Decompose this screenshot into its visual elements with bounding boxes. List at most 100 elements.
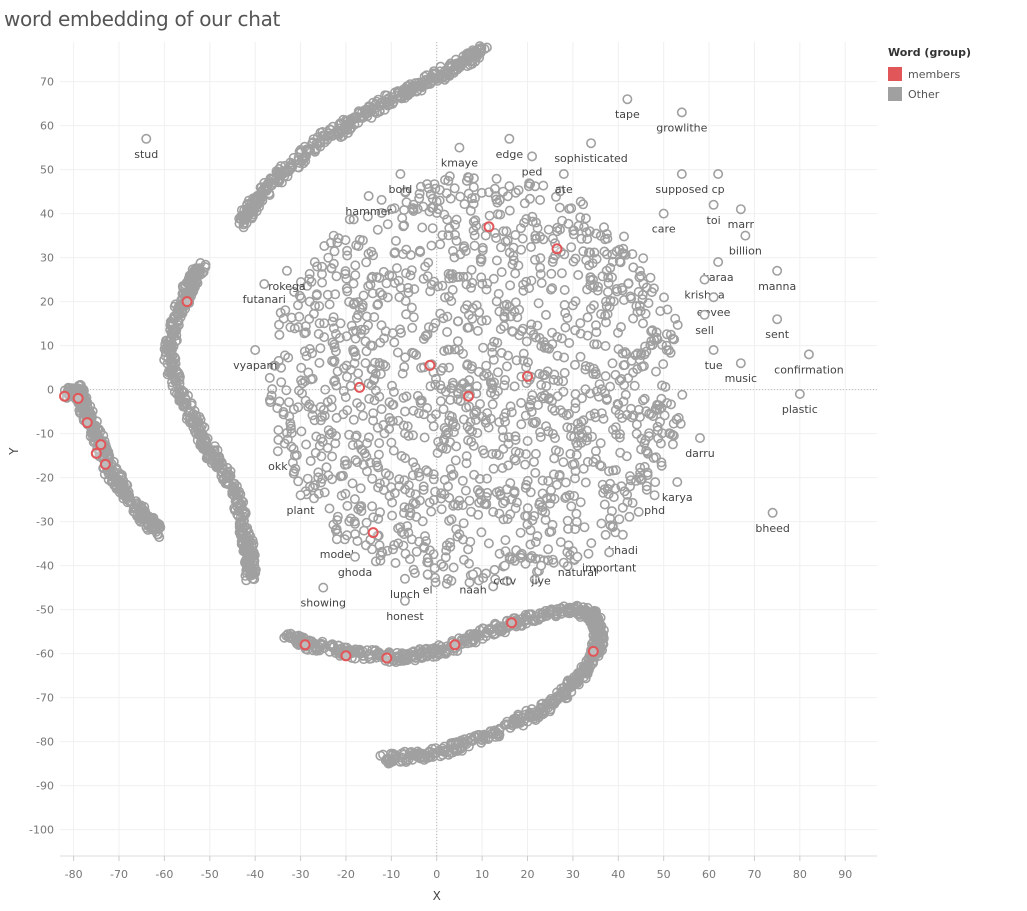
member-point[interactable] xyxy=(424,359,436,371)
member-point[interactable] xyxy=(367,527,379,539)
labeled-point[interactable] xyxy=(694,432,705,443)
other-point xyxy=(357,445,368,456)
labeled-point[interactable] xyxy=(536,560,547,571)
labeled-point[interactable] xyxy=(586,138,597,149)
other-point xyxy=(428,494,439,505)
member-point[interactable] xyxy=(95,439,107,451)
other-point xyxy=(493,288,504,299)
labeled-point[interactable] xyxy=(259,278,270,289)
other-point xyxy=(577,667,588,678)
labeled-point[interactable] xyxy=(454,142,465,153)
member-point[interactable] xyxy=(587,645,599,657)
other-point xyxy=(543,555,554,566)
labeled-point[interactable] xyxy=(318,582,329,593)
labeled-point[interactable] xyxy=(708,199,719,210)
other-point xyxy=(402,421,413,432)
labeled-point[interactable] xyxy=(558,169,569,180)
labeled-point[interactable] xyxy=(504,133,515,144)
other-point xyxy=(307,373,318,384)
other-point xyxy=(348,278,359,289)
labeled-point[interactable] xyxy=(676,107,687,118)
member-point[interactable] xyxy=(72,392,84,404)
labeled-point[interactable] xyxy=(468,569,479,580)
labeled-point[interactable] xyxy=(772,265,783,276)
labeled-point[interactable] xyxy=(141,133,152,144)
labeled-point[interactable] xyxy=(281,265,292,276)
other-point xyxy=(342,121,353,132)
labeled-point[interactable] xyxy=(713,256,724,267)
other-point xyxy=(603,489,614,500)
member-point[interactable] xyxy=(551,243,563,255)
labeled-point[interactable] xyxy=(399,595,410,606)
member-point[interactable] xyxy=(449,639,461,651)
member-point[interactable] xyxy=(81,417,93,429)
other-point xyxy=(324,503,335,514)
labeled-point[interactable] xyxy=(399,573,410,584)
labeled-point[interactable] xyxy=(527,151,538,162)
member-point[interactable] xyxy=(483,221,495,233)
word-label: tue xyxy=(705,359,723,372)
other-point xyxy=(520,449,531,460)
other-point xyxy=(543,426,554,437)
member-point[interactable] xyxy=(463,390,474,402)
labeled-point[interactable] xyxy=(422,569,433,580)
labeled-point[interactable] xyxy=(708,344,719,355)
labeled-point[interactable] xyxy=(331,534,342,545)
labeled-point[interactable] xyxy=(250,344,261,355)
member-point[interactable] xyxy=(99,458,111,470)
labeled-point[interactable] xyxy=(499,560,510,571)
other-point xyxy=(556,268,567,279)
other-point xyxy=(269,360,280,371)
labeled-point[interactable] xyxy=(622,94,633,105)
labeled-point[interactable] xyxy=(713,169,724,180)
labeled-point[interactable] xyxy=(395,169,406,180)
member-point[interactable] xyxy=(506,617,518,629)
member-point[interactable] xyxy=(90,447,102,459)
labeled-point[interactable] xyxy=(649,490,660,501)
member-point[interactable] xyxy=(381,652,393,664)
x-tick-label: 60 xyxy=(702,868,716,881)
other-point xyxy=(449,229,460,240)
labeled-point[interactable] xyxy=(658,208,669,219)
legend-item-other[interactable]: Other xyxy=(888,84,971,104)
member-point[interactable] xyxy=(59,390,71,402)
labeled-point[interactable] xyxy=(740,230,751,241)
x-tick-label: 80 xyxy=(793,868,807,881)
member-point[interactable] xyxy=(299,639,311,651)
labeled-point[interactable] xyxy=(699,309,710,320)
labeled-point[interactable] xyxy=(794,388,805,399)
labeled-point[interactable] xyxy=(350,551,361,562)
legend-item-members[interactable]: members xyxy=(888,64,971,84)
labeled-point[interactable] xyxy=(803,349,814,360)
member-point[interactable] xyxy=(522,370,534,382)
other-point xyxy=(235,489,246,500)
labeled-point[interactable] xyxy=(295,490,306,501)
labeled-point[interactable] xyxy=(604,547,615,558)
other-point xyxy=(241,205,252,216)
labeled-point[interactable] xyxy=(735,358,746,369)
labeled-point[interactable] xyxy=(767,507,778,518)
other-point xyxy=(293,402,304,413)
member-point[interactable] xyxy=(181,296,193,308)
other-point xyxy=(376,320,387,331)
labeled-point[interactable] xyxy=(699,274,710,285)
other-point xyxy=(463,188,474,199)
labeled-point[interactable] xyxy=(676,169,687,180)
labeled-point[interactable] xyxy=(617,529,628,540)
other-point xyxy=(399,361,410,372)
other-point xyxy=(363,248,374,259)
labeled-point[interactable] xyxy=(708,292,719,303)
other-point xyxy=(560,477,571,488)
labeled-point[interactable] xyxy=(772,314,783,325)
labeled-point[interactable] xyxy=(572,551,583,562)
member-point[interactable] xyxy=(340,650,352,662)
other-point xyxy=(569,473,580,484)
other-point xyxy=(361,105,372,116)
labeled-point[interactable] xyxy=(735,204,746,215)
member-point[interactable] xyxy=(354,381,366,393)
labeled-point[interactable] xyxy=(672,476,683,487)
labeled-point[interactable] xyxy=(363,191,374,202)
labeled-point[interactable] xyxy=(272,446,283,457)
other-point xyxy=(335,318,346,329)
